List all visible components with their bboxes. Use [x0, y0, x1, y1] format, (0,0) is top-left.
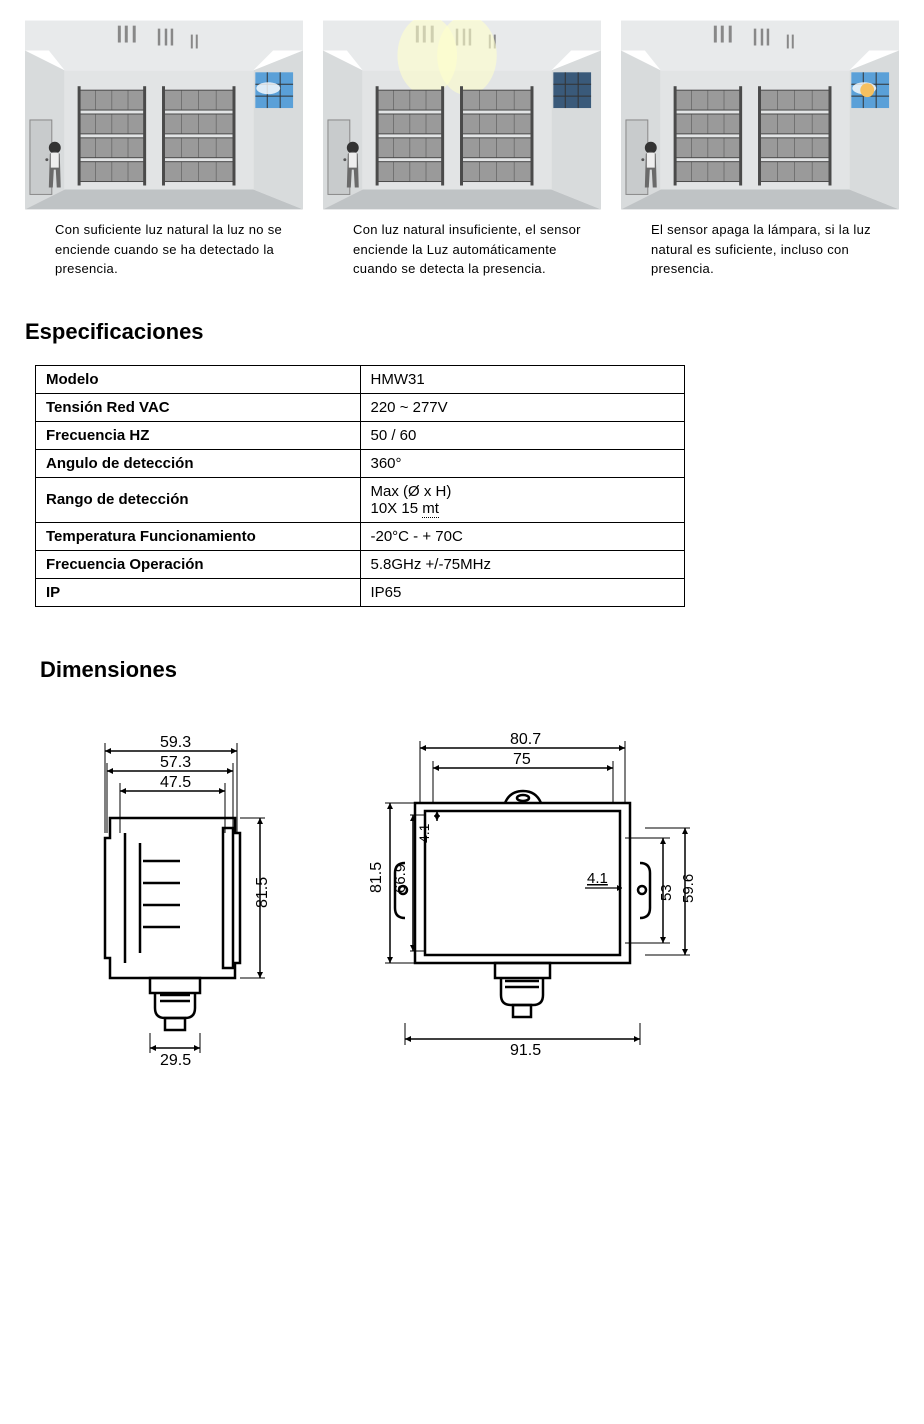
spec-label: Modelo — [36, 365, 361, 393]
table-row: Frecuencia Operación5.8GHz +/-75MHz — [36, 550, 685, 578]
table-row: Tensión Red VAC220 ~ 277V — [36, 393, 685, 421]
dim-label: 53 — [658, 884, 675, 901]
dim-label: 4.1 — [416, 823, 432, 843]
scenario-3-caption: El sensor apaga la lámpara, si la luz na… — [621, 220, 899, 279]
spec-value: IP65 — [360, 578, 685, 606]
spec-label: Rango de detección — [36, 477, 361, 522]
spec-label: Angulo de detección — [36, 449, 361, 477]
dimension-front-view: 80.7 75 81.5 66.9 4.1 4 — [325, 733, 705, 1078]
dim-label: 59.3 — [160, 734, 191, 751]
side-view-svg: 59.3 57.3 47.5 81.5 29.5 — [65, 733, 285, 1073]
table-row: Rango de detecciónMax (Ø x H)10X 15 mt — [36, 477, 685, 522]
specs-table: ModeloHMW31Tensión Red VAC220 ~ 277VFrec… — [35, 365, 685, 607]
dim-label: 47.5 — [160, 774, 191, 791]
dim-label: 91.5 — [510, 1042, 541, 1059]
dim-label: 81.5 — [254, 876, 271, 907]
table-row: Frecuencia HZ50 / 60 — [36, 421, 685, 449]
scenario-2: Con luz natural insuficiente, el sensor … — [323, 20, 601, 279]
dim-label: 75 — [513, 751, 531, 768]
specs-heading: Especificaciones — [25, 319, 899, 345]
spec-value: HMW31 — [360, 365, 685, 393]
warehouse-scene-svg — [25, 20, 303, 210]
warehouse-scene-svg — [323, 20, 601, 210]
table-row: Angulo de detección360° — [36, 449, 685, 477]
scenario-2-illustration — [323, 20, 601, 210]
warehouse-scene-svg — [621, 20, 899, 210]
scenario-row: Con suficiente luz natural la luz no se … — [25, 20, 899, 279]
spec-label: Frecuencia Operación — [36, 550, 361, 578]
spec-value: -20°C - + 70C — [360, 522, 685, 550]
spec-value: Max (Ø x H)10X 15 mt — [360, 477, 685, 522]
scenario-3-illustration — [621, 20, 899, 210]
front-view-svg: 80.7 75 81.5 66.9 4.1 4 — [325, 733, 705, 1073]
dimension-side-view: 59.3 57.3 47.5 81.5 29.5 — [65, 733, 285, 1078]
spec-value: 360° — [360, 449, 685, 477]
scenario-2-caption: Con luz natural insuficiente, el sensor … — [323, 220, 601, 279]
scenario-1-illustration — [25, 20, 303, 210]
dimensions-heading: Dimensiones — [25, 657, 899, 683]
dim-label: 81.5 — [368, 861, 385, 892]
dim-label: 57.3 — [160, 754, 191, 771]
scenario-1-caption: Con suficiente luz natural la luz no se … — [25, 220, 303, 279]
spec-label: Temperatura Funcionamiento — [36, 522, 361, 550]
spec-value: 220 ~ 277V — [360, 393, 685, 421]
spec-label: Frecuencia HZ — [36, 421, 361, 449]
spec-value: 5.8GHz +/-75MHz — [360, 550, 685, 578]
spec-value: 50 / 60 — [360, 421, 685, 449]
dim-label: 80.7 — [510, 733, 541, 748]
spec-label: Tensión Red VAC — [36, 393, 361, 421]
scenario-3: El sensor apaga la lámpara, si la luz na… — [621, 20, 899, 279]
dim-label: 4.1 — [587, 870, 608, 887]
dim-label: 29.5 — [160, 1052, 191, 1069]
spec-label: IP — [36, 578, 361, 606]
table-row: ModeloHMW31 — [36, 365, 685, 393]
table-row: IPIP65 — [36, 578, 685, 606]
dimensions-drawings: 59.3 57.3 47.5 81.5 29.5 — [25, 703, 899, 1078]
dim-label: 59.6 — [680, 873, 697, 902]
table-row: Temperatura Funcionamiento-20°C - + 70C — [36, 522, 685, 550]
scenario-1: Con suficiente luz natural la luz no se … — [25, 20, 303, 279]
dim-label: 66.9 — [392, 863, 409, 892]
